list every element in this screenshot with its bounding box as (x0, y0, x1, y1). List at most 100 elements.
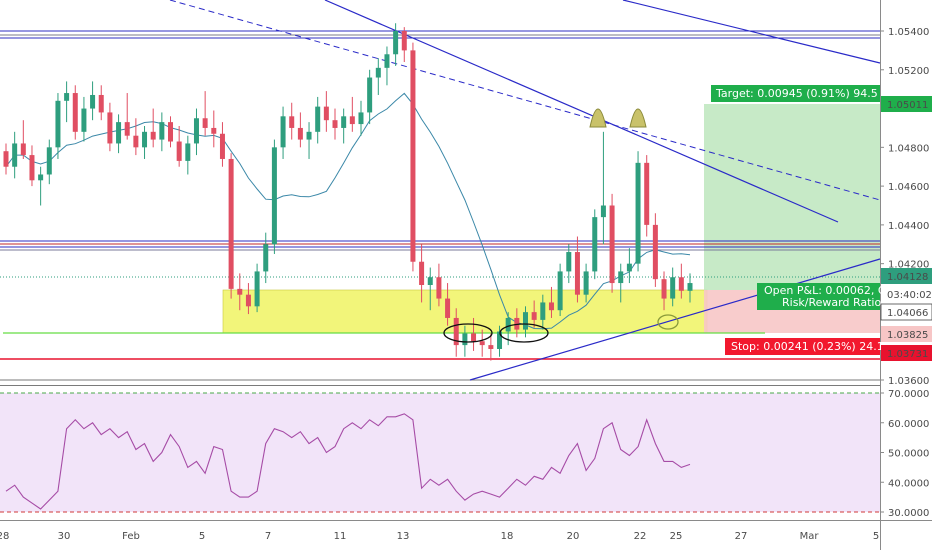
y-tick-label: 1.04800 (888, 143, 929, 154)
candle-body (540, 302, 546, 320)
target-zone (704, 104, 880, 290)
x-tick-label: 20 (567, 531, 580, 542)
y-tick-label: 1.03600 (888, 376, 929, 387)
price-label-text: 1.04128 (887, 272, 928, 283)
stop-text: Stop: 0.00241 (0.23%) 24.1 (731, 340, 884, 353)
candle-body (315, 106, 321, 132)
candle-body (505, 317, 511, 332)
y-tick-label: 1.04400 (888, 221, 929, 232)
candle-body (20, 143, 26, 156)
target-label (711, 85, 880, 102)
price-label-text: 1.03731 (887, 349, 928, 360)
candle-body (245, 294, 251, 307)
candle-body (583, 271, 589, 295)
y-tick-label: 1.04600 (888, 182, 929, 193)
rsi-band (0, 393, 880, 512)
open-pnl-label (757, 283, 880, 310)
candle-body (367, 77, 373, 113)
candle-body (661, 279, 667, 299)
candle-body (574, 252, 580, 295)
upper-trendline (622, 0, 881, 64)
rsi-tick-label: 60.0000 (888, 419, 929, 430)
candle-body (557, 271, 563, 311)
rsi-line (5, 413, 691, 510)
x-tick-label: 11 (334, 531, 347, 542)
candle-body (55, 100, 61, 148)
candle-body (522, 312, 528, 330)
candle-body (548, 302, 554, 311)
candle-body (159, 122, 165, 140)
candle-body (497, 331, 503, 349)
candle-body (289, 116, 295, 128)
x-tick-label: 5 (199, 531, 205, 542)
candle-body (678, 277, 684, 291)
risk-reward-text: Risk/Reward Ratio: (782, 296, 885, 309)
x-tick-label: 27 (735, 531, 748, 542)
candle-body (38, 174, 44, 181)
candle-body (652, 224, 658, 280)
rsi-tick-label: 40.0000 (888, 478, 929, 489)
candle-body (618, 271, 624, 284)
y-tick-label: 1.05200 (888, 66, 929, 77)
candle-body (168, 122, 174, 142)
candle-body (626, 263, 632, 272)
x-tick-label: 25 (670, 531, 683, 542)
candle-body (46, 147, 52, 175)
candle-body (29, 155, 35, 181)
candle-body (531, 312, 537, 320)
candle-body (3, 151, 9, 167)
bottom-circle-annotation (499, 323, 549, 343)
x-tick-label: Mar (800, 531, 820, 542)
candle-body (687, 283, 693, 291)
open-pnl-text: Open P&L: 0.00062, C (764, 284, 886, 297)
candle-body (384, 54, 390, 68)
price-label-text: 1.03825 (887, 330, 928, 341)
price-label-text: 1.04066 (887, 308, 928, 319)
candle-body (419, 261, 425, 285)
candle-body (427, 277, 433, 285)
price-label-box (881, 268, 932, 284)
candle-body (12, 143, 18, 167)
candle-body (254, 271, 260, 307)
x-tick-label: 22 (634, 531, 647, 542)
candle-body (644, 162, 650, 225)
candle-body (306, 131, 312, 140)
candle-body (81, 108, 87, 132)
touch-circle-annotation (657, 314, 679, 330)
candle-body (453, 317, 459, 346)
candle-body (635, 162, 641, 264)
bottom-circle-annotation (443, 323, 493, 343)
rsi-tick-label: 50.0000 (888, 449, 929, 460)
x-tick-label: 18 (501, 531, 514, 542)
x-tick-label: 30 (58, 531, 71, 542)
price-label-box (881, 345, 932, 361)
uptrend-line (469, 258, 881, 381)
candle-body (600, 205, 606, 218)
price-label-box (881, 96, 932, 112)
candle-body (410, 50, 416, 262)
candle-body (193, 118, 199, 144)
candle-body (150, 131, 156, 140)
candle-body (349, 116, 355, 125)
candle-body (323, 106, 329, 121)
price-label-text: 1.05011 (887, 100, 928, 111)
candle-body (592, 217, 598, 272)
candle-body (271, 147, 277, 245)
peak-marker (629, 108, 647, 128)
price-label-box (881, 326, 932, 342)
candle-body (462, 333, 468, 346)
candle-body (176, 141, 182, 161)
x-tick-label: 7 (265, 531, 271, 542)
candle-body (341, 116, 347, 128)
candle-body (436, 277, 442, 299)
price-label-box (881, 286, 932, 302)
candle-body (445, 298, 451, 318)
x-tick-label: 28 (0, 531, 9, 542)
candle-body (64, 93, 70, 101)
candle-body (228, 158, 234, 289)
candle-body (670, 277, 676, 299)
candle-body (263, 244, 269, 272)
candle-body (375, 67, 381, 78)
